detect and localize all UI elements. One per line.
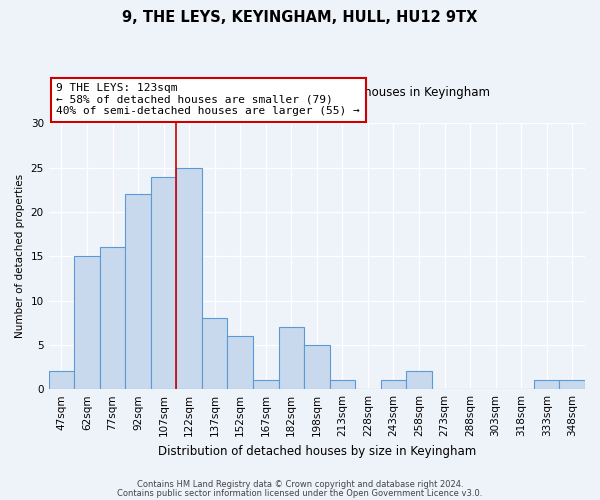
Bar <box>100 248 125 389</box>
Y-axis label: Number of detached properties: Number of detached properties <box>15 174 25 338</box>
Bar <box>534 380 559 389</box>
Bar <box>304 345 329 389</box>
Bar <box>406 372 432 389</box>
Bar <box>559 380 585 389</box>
Text: Contains HM Land Registry data © Crown copyright and database right 2024.: Contains HM Land Registry data © Crown c… <box>137 480 463 489</box>
Bar <box>227 336 253 389</box>
Bar <box>151 176 176 389</box>
Bar <box>176 168 202 389</box>
Bar <box>74 256 100 389</box>
Bar <box>253 380 278 389</box>
Bar <box>125 194 151 389</box>
Bar <box>202 318 227 389</box>
Text: 9, THE LEYS, KEYINGHAM, HULL, HU12 9TX: 9, THE LEYS, KEYINGHAM, HULL, HU12 9TX <box>122 10 478 25</box>
Bar <box>278 327 304 389</box>
Text: 9 THE LEYS: 123sqm
← 58% of detached houses are smaller (79)
40% of semi-detache: 9 THE LEYS: 123sqm ← 58% of detached hou… <box>56 83 360 116</box>
Bar <box>380 380 406 389</box>
Bar <box>329 380 355 389</box>
X-axis label: Distribution of detached houses by size in Keyingham: Distribution of detached houses by size … <box>158 444 476 458</box>
Title: Size of property relative to detached houses in Keyingham: Size of property relative to detached ho… <box>143 86 490 98</box>
Text: Contains public sector information licensed under the Open Government Licence v3: Contains public sector information licen… <box>118 488 482 498</box>
Bar <box>49 372 74 389</box>
